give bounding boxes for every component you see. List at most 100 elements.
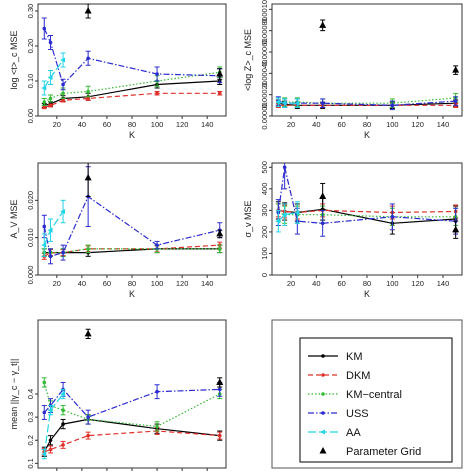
marker-dot (86, 415, 90, 419)
x-tick-label: 100 (151, 472, 164, 474)
marker-arrow (41, 85, 47, 91)
series-line (278, 101, 298, 104)
series-aa (275, 97, 300, 108)
legend-entry-km-central: KM−central (308, 389, 402, 401)
x-tick-label: 120 (411, 279, 424, 288)
x-tick-label: 40 (312, 120, 320, 129)
series-group (275, 163, 460, 239)
x-axis-label: K (364, 289, 370, 299)
marker-dot (217, 433, 222, 438)
x-tick-label: 40 (78, 120, 86, 129)
x-tick-label: 40 (78, 472, 86, 474)
y-tick-label: 0.2 (26, 435, 35, 445)
x-tick-label: 20 (53, 472, 61, 474)
series-line (44, 248, 220, 254)
marker-arrow (60, 57, 66, 63)
marker-dot (61, 408, 65, 412)
series-line (44, 92, 220, 108)
x-tick-label: 140 (201, 472, 214, 474)
x-tick-label: 80 (128, 120, 136, 129)
x-tick-label: 40 (312, 279, 320, 288)
x-tick-label: 100 (151, 279, 164, 288)
series-line (43, 244, 220, 257)
series-group (275, 19, 460, 111)
legend-inner-frame (299, 337, 453, 463)
series-parameter-grid (84, 163, 224, 239)
x-tick-label: 140 (201, 120, 214, 129)
x-tick-label: 20 (53, 120, 61, 129)
y-tick-label: 100 (260, 247, 269, 260)
y-tick-label: 0.4 (26, 389, 35, 399)
marker-arrow (294, 210, 300, 216)
y-tick-label: 0.00020 (260, 81, 269, 108)
series-uss (275, 163, 459, 237)
marker-triangle (319, 21, 327, 28)
series-aa (275, 201, 300, 233)
plot-frame (37, 162, 227, 276)
marker-dot (86, 433, 90, 438)
marker-dot (155, 424, 159, 429)
series-line (44, 71, 220, 103)
legend-entry-km: KM (308, 351, 363, 363)
series-line (43, 382, 220, 428)
y-tick-label: 0.00080 (260, 17, 269, 44)
y-tick-label: 400 (260, 183, 269, 196)
y-tick-label: 0.1 (26, 458, 35, 468)
marker-dot (42, 224, 47, 229)
marker-arrow (60, 391, 66, 397)
marker-dot (86, 89, 90, 94)
legend-label: KM−central (346, 389, 402, 401)
series-parameter-grid (84, 4, 224, 80)
marker-arrow (281, 100, 287, 106)
marker-dot (86, 56, 90, 61)
marker-dot (48, 447, 53, 452)
marker-dot (42, 410, 47, 415)
x-tick-label: 60 (103, 279, 111, 288)
x-tick-label: 60 (103, 472, 111, 474)
y-axis-label: σ_v MSE (243, 200, 253, 237)
y-tick-label: 0.020 (26, 191, 35, 210)
panel-bottom-left: 20 40 60 80 100 120 140 0.1 0.2 0.3 0.4 mean ||γ_c … (9, 319, 227, 474)
marker-triangle (452, 225, 460, 233)
marker-triangle (319, 447, 327, 454)
marker-triangle (84, 7, 92, 14)
series-parameter-grid (319, 19, 460, 75)
y-tick-label: 0.00 (26, 109, 35, 124)
marker-arrow (60, 209, 66, 215)
series-line (278, 209, 456, 214)
marker-triangle (84, 173, 92, 181)
series-km (41, 77, 223, 109)
series-dkm (41, 91, 223, 110)
marker-triangle (216, 229, 224, 237)
y-tick-label: 200 (260, 226, 269, 239)
x-tick-label: 100 (151, 120, 164, 129)
panel-top-right: 20 40 60 80 100 120 1400.000000.000200.000400.… (243, 0, 463, 140)
series-aa (41, 388, 66, 460)
x-tick-label: 20 (287, 279, 295, 288)
series-group (41, 328, 224, 460)
x-tick-label: 100 (386, 120, 399, 129)
x-tick-label: 80 (128, 279, 136, 288)
y-axis-label: <log Z>_c MSE (243, 29, 253, 91)
marker-dot (61, 422, 65, 426)
series-line (43, 28, 220, 86)
series-line (43, 195, 220, 258)
y-tick-label: 0.010 (26, 228, 35, 247)
marker-dot (321, 354, 325, 358)
marker-dot (48, 40, 53, 45)
legend-entry-uss: USS (308, 408, 369, 420)
legend: KM DKM KM−central USS AA Parameter Grid (271, 319, 463, 469)
marker-dot (282, 165, 287, 170)
marker-arrow (281, 212, 287, 218)
marker-triangle (319, 192, 327, 199)
marker-dot (61, 91, 65, 96)
plot-frame (37, 3, 227, 117)
legend-label: DKM (346, 370, 370, 382)
x-tick-label: 60 (103, 120, 111, 129)
series-aa (41, 52, 66, 96)
series-dkm (275, 203, 459, 220)
marker-dot (155, 243, 159, 247)
y-tick-label: 0.30 (26, 4, 35, 19)
x-tick-label: 80 (363, 279, 371, 288)
